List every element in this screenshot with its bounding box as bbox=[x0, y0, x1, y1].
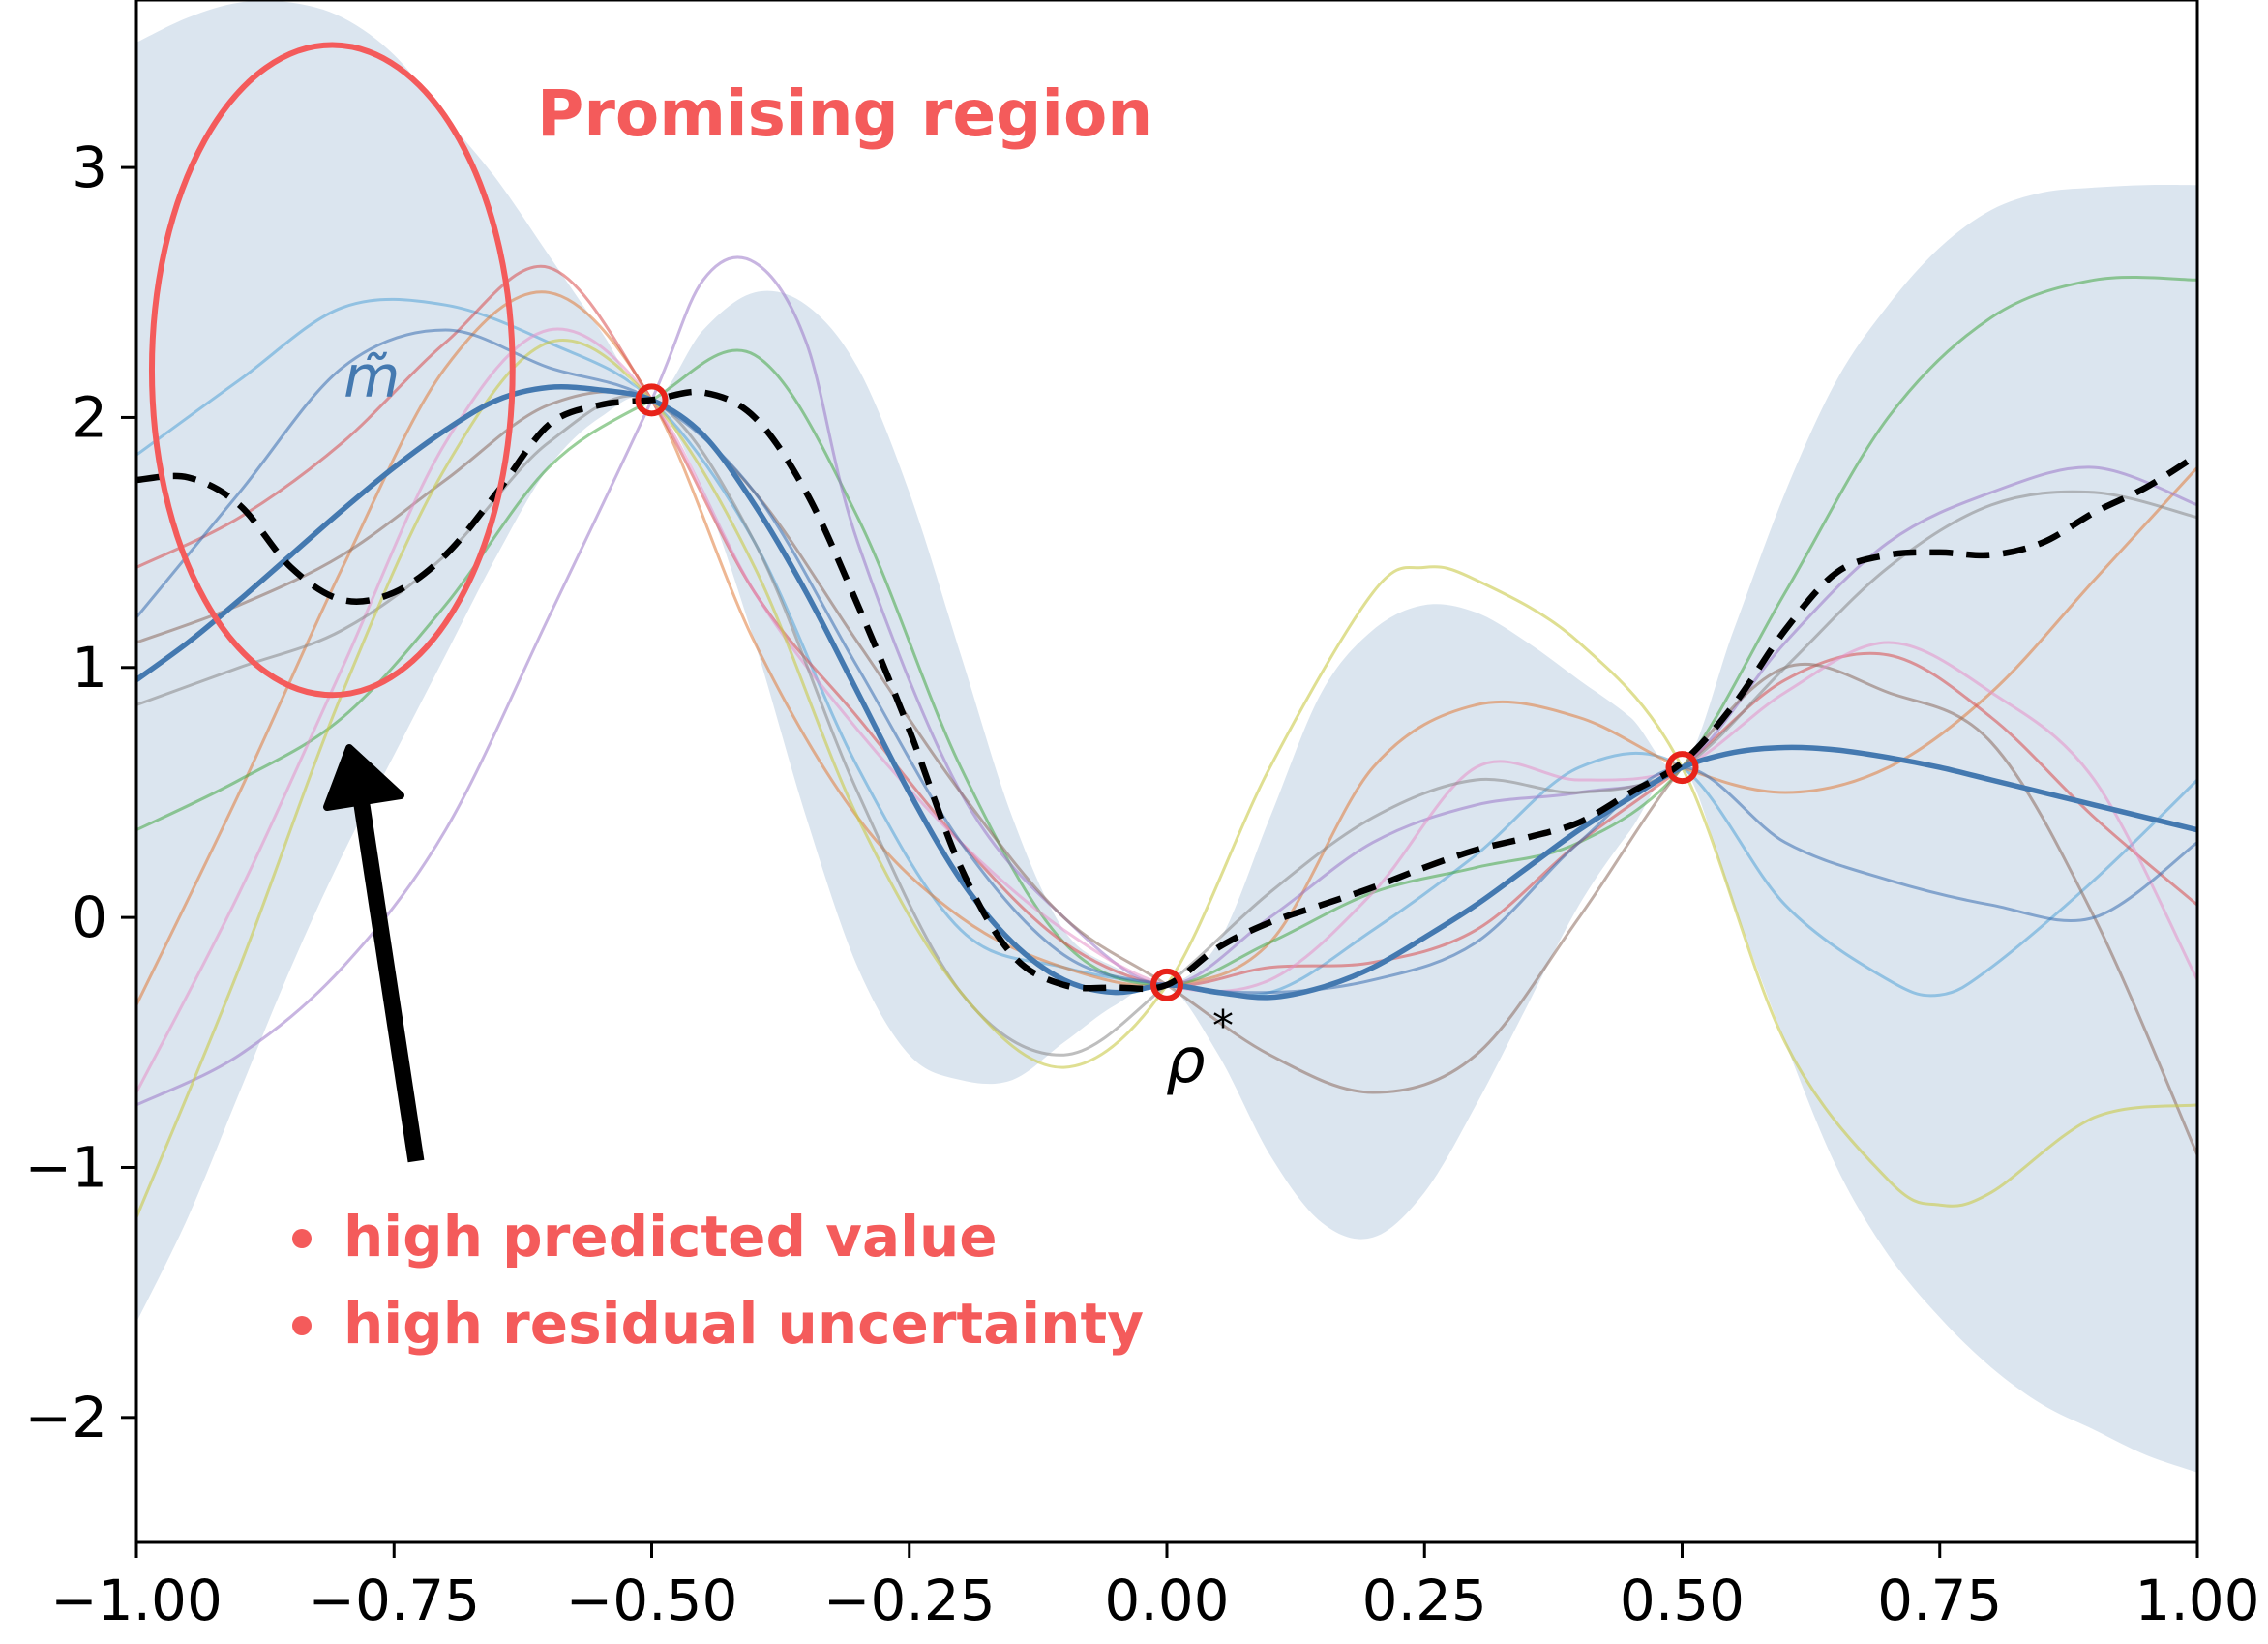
y-tick-label: 3 bbox=[72, 135, 107, 200]
sample-line-5 bbox=[136, 255, 2197, 1107]
observation-marker bbox=[1665, 751, 1699, 785]
annotation-layer: Promising region m̃ ρ * high predicted v… bbox=[148, 42, 1234, 1357]
x-tick-label: −0.25 bbox=[823, 1568, 996, 1633]
x-tick-label: 0.00 bbox=[1104, 1568, 1229, 1633]
x-tick-label: −1.00 bbox=[50, 1568, 223, 1633]
bullet-dot-1 bbox=[292, 1229, 312, 1248]
bullet-text-2: high residual uncertainty bbox=[343, 1291, 1144, 1357]
optimum-superscript: * bbox=[1212, 1001, 1234, 1051]
posterior-mean-line bbox=[136, 384, 2197, 1001]
sample-line-10 bbox=[136, 328, 2197, 995]
y-tick-label: −2 bbox=[25, 1385, 108, 1450]
observation-markers-layer bbox=[635, 383, 1699, 1001]
main-lines-layer bbox=[136, 384, 2197, 1001]
promising-region-label: Promising region bbox=[537, 76, 1152, 151]
bullet-text-1: high predicted value bbox=[343, 1204, 998, 1270]
sample-line-4 bbox=[136, 264, 2197, 988]
y-tick-label: −1 bbox=[25, 1134, 108, 1200]
uncertainty-band-layer bbox=[136, 0, 2197, 1473]
sample-line-2 bbox=[136, 290, 2197, 1006]
y-tick-label: 0 bbox=[72, 884, 107, 950]
y-tick-label: 2 bbox=[72, 384, 107, 450]
sample-line-3 bbox=[136, 275, 2197, 987]
observation-marker bbox=[635, 383, 669, 417]
sample-line-6 bbox=[136, 390, 2197, 1156]
observation-marker bbox=[1150, 968, 1183, 1001]
x-tick-label: 1.00 bbox=[2134, 1568, 2259, 1633]
x-tick-label: −0.50 bbox=[566, 1568, 738, 1633]
promising-region-ellipse bbox=[148, 42, 516, 699]
y-tick-label: 1 bbox=[72, 635, 107, 701]
pointer-arrow-shaft bbox=[353, 803, 425, 1163]
pointer-arrow-head bbox=[323, 744, 404, 811]
true-function-line bbox=[136, 388, 2197, 993]
uncertainty-band bbox=[136, 0, 2197, 1473]
x-tick-label: −0.75 bbox=[308, 1568, 480, 1633]
bullet-dot-2 bbox=[292, 1316, 312, 1335]
mean-label: m̃ bbox=[343, 344, 400, 411]
x-tick-label: 0.75 bbox=[1877, 1568, 2002, 1633]
x-tick-label: 0.25 bbox=[1362, 1568, 1487, 1633]
sample-line-7 bbox=[136, 327, 2197, 1093]
axes-layer: −1.00 −0.75 −0.50 −0.25 0.00 0.25 0.50 0.75 1.00… bbox=[25, 0, 2260, 1633]
x-tick-label: 0.50 bbox=[1620, 1568, 1745, 1633]
optimum-label: ρ bbox=[1166, 1026, 1206, 1097]
